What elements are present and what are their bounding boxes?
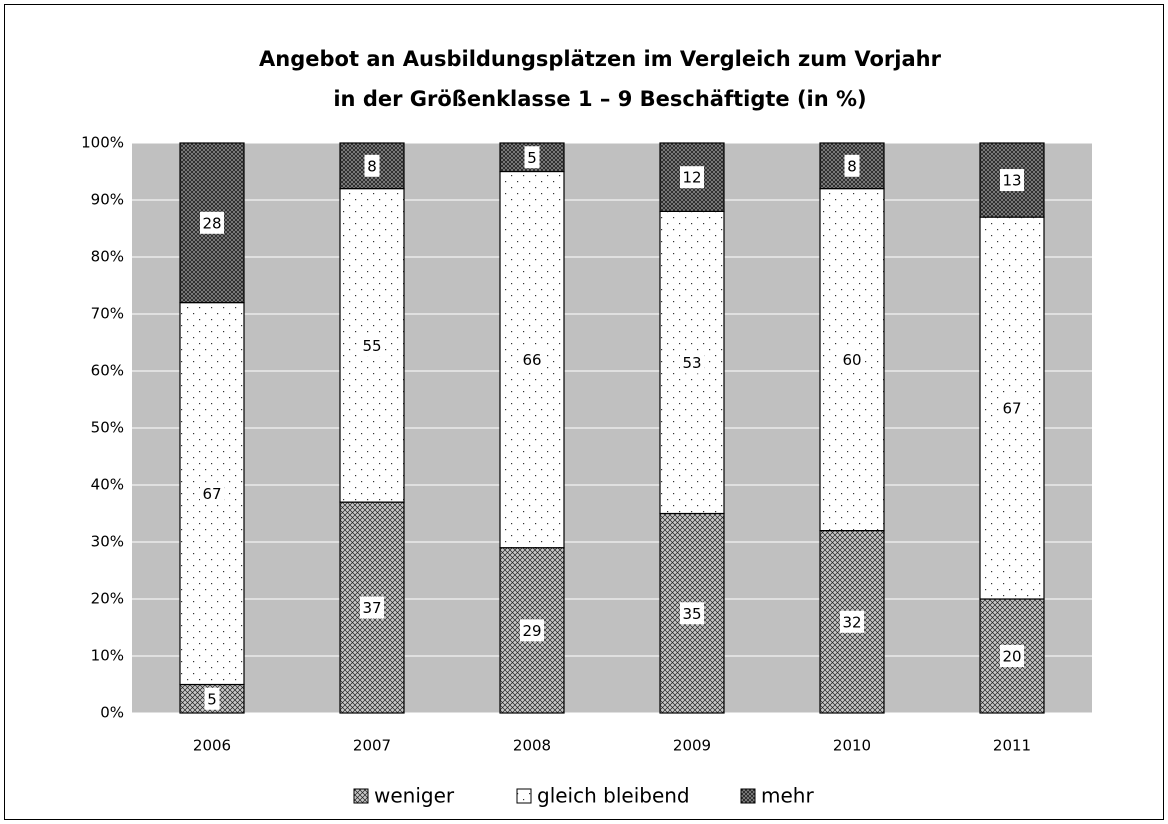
- data-label-bg: [844, 154, 860, 177]
- data-label: 67: [1002, 400, 1021, 418]
- chart-title: in der Größenklasse 1 – 9 Beschäftigte (…: [333, 87, 866, 111]
- y-tick-label: 40%: [91, 476, 124, 494]
- data-label: 53: [682, 354, 701, 372]
- data-label-bg: [360, 596, 384, 619]
- data-label: 5: [207, 690, 217, 708]
- x-tick-label: 2006: [193, 737, 231, 755]
- y-tick-label: 0%: [100, 704, 124, 722]
- data-label: 37: [362, 599, 381, 617]
- data-label: 8: [847, 157, 857, 175]
- data-label-bg: [1000, 169, 1024, 192]
- data-label: 5: [527, 149, 537, 167]
- legend-label: weniger: [374, 784, 455, 808]
- data-label-bg: [680, 166, 704, 189]
- data-label: 55: [362, 337, 381, 355]
- data-label-bg: [200, 482, 224, 505]
- legend-swatch: [516, 788, 532, 804]
- data-label: 32: [842, 613, 861, 631]
- data-label-bg: [204, 687, 220, 710]
- data-label-bg: [360, 334, 384, 357]
- x-tick-label: 2007: [353, 737, 391, 755]
- legend-swatch: [740, 788, 756, 804]
- y-tick-label: 90%: [91, 191, 124, 209]
- bar-segment: [179, 142, 245, 304]
- legend-label: gleich bleibend: [537, 784, 690, 808]
- data-label-bg: [524, 146, 540, 169]
- chart-title: Angebot an Ausbildungsplätzen im Verglei…: [259, 47, 942, 71]
- data-label: 35: [682, 605, 701, 623]
- data-label: 66: [522, 351, 541, 369]
- y-tick-label: 80%: [91, 248, 124, 266]
- x-tick-label: 2011: [993, 737, 1031, 755]
- y-tick-label: 70%: [91, 305, 124, 323]
- data-label-bg: [840, 348, 864, 371]
- data-label: 20: [1002, 648, 1021, 666]
- data-label-bg: [200, 211, 224, 234]
- data-label-bg: [520, 348, 544, 371]
- x-tick-label: 2008: [513, 737, 551, 755]
- y-tick-label: 20%: [91, 590, 124, 608]
- y-tick-label: 50%: [91, 419, 124, 437]
- y-tick-label: 30%: [91, 533, 124, 551]
- legend-label: mehr: [761, 784, 814, 808]
- data-label: 67: [202, 485, 221, 503]
- data-label: 13: [1002, 172, 1021, 190]
- data-label: 28: [202, 214, 221, 232]
- data-label: 8: [367, 157, 377, 175]
- data-label-bg: [680, 602, 704, 625]
- y-tick-label: 60%: [91, 362, 124, 380]
- data-label-bg: [520, 619, 544, 642]
- x-tick-label: 2010: [833, 737, 871, 755]
- y-tick-label: 10%: [91, 647, 124, 665]
- data-label: 29: [522, 622, 541, 640]
- data-label-bg: [364, 154, 380, 177]
- y-tick-label: 100%: [81, 134, 124, 152]
- x-tick-label: 2009: [673, 737, 711, 755]
- legend-swatch: [353, 788, 369, 804]
- data-label-bg: [1000, 645, 1024, 667]
- data-label: 12: [682, 169, 701, 187]
- data-label-bg: [840, 610, 864, 633]
- data-label: 60: [842, 351, 861, 369]
- data-label-bg: [680, 351, 704, 374]
- data-label-bg: [1000, 397, 1024, 420]
